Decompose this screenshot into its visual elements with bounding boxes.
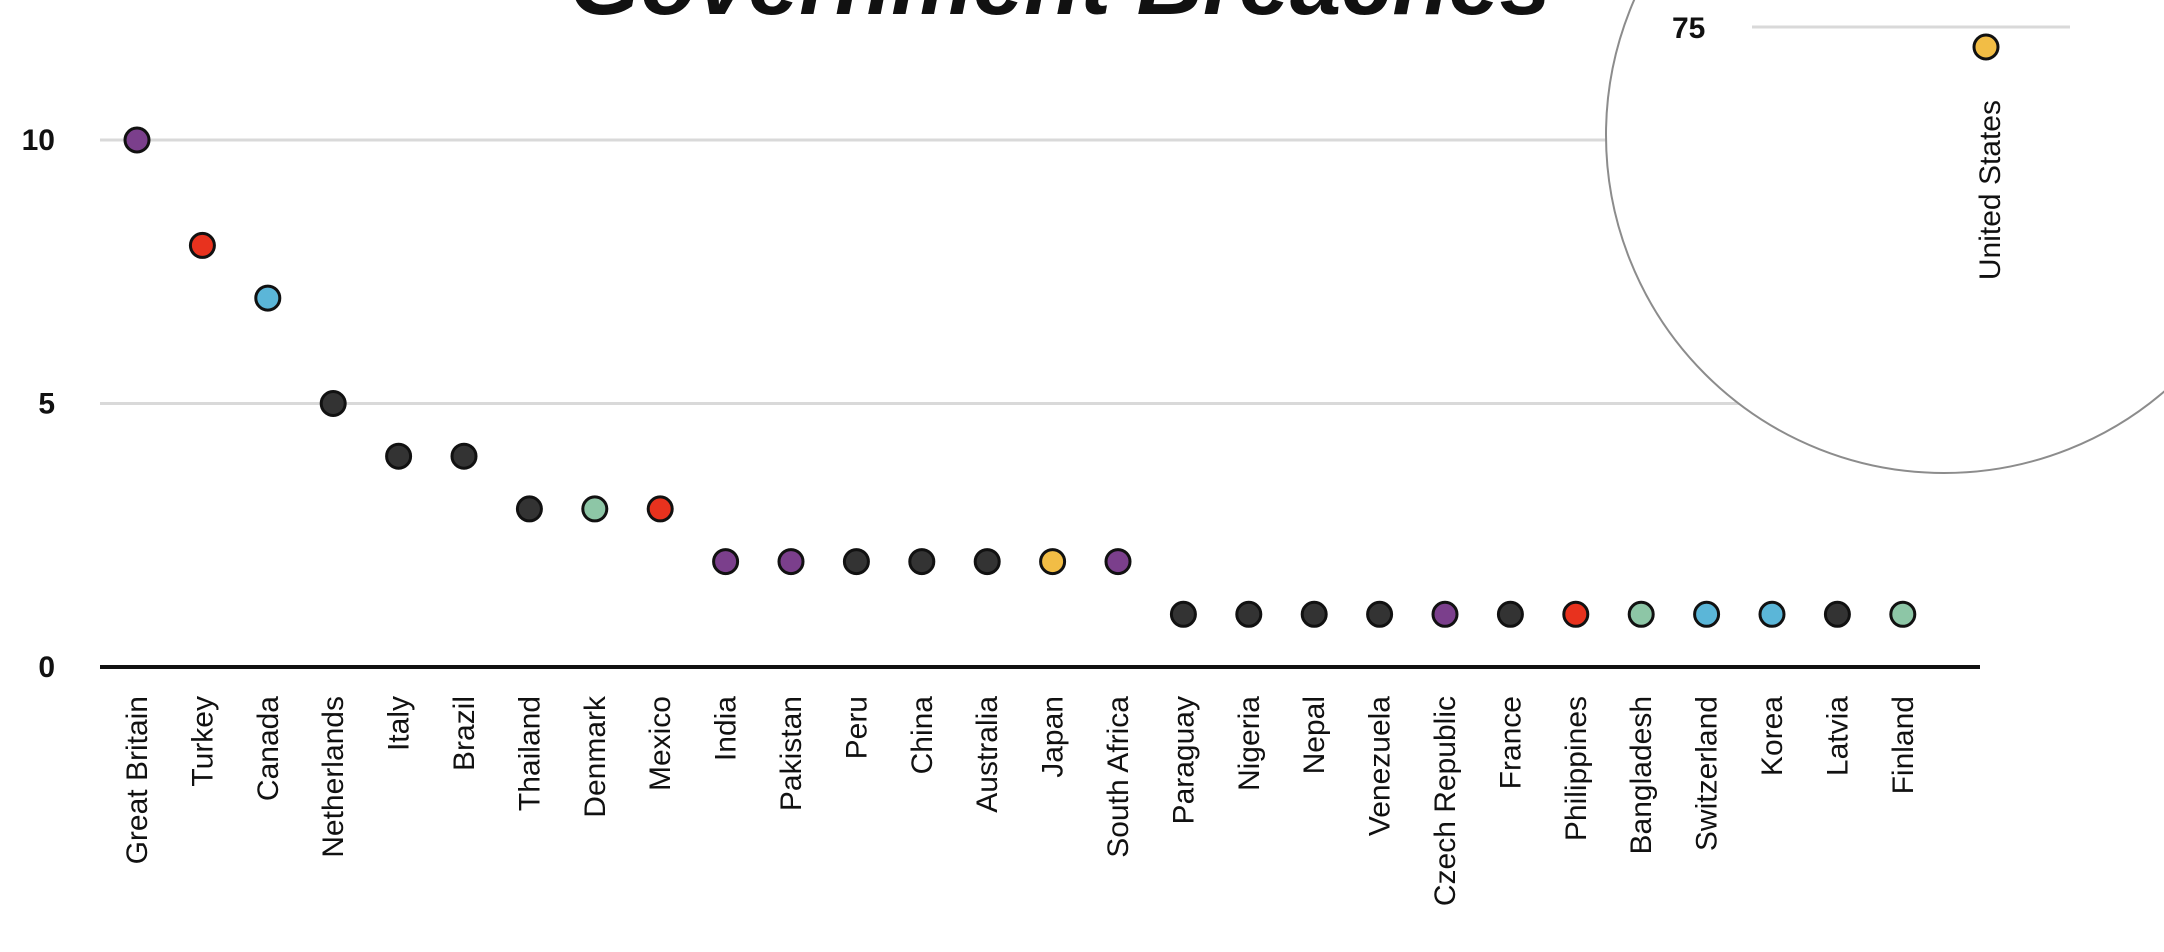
data-point — [1627, 600, 1655, 628]
data-point — [842, 548, 870, 576]
x-tick-label: South Africa — [1102, 696, 1135, 858]
x-tick-label: Japan — [1037, 696, 1070, 778]
data-point — [581, 495, 609, 523]
data-point — [319, 390, 347, 417]
x-tick-label: Peru — [840, 696, 873, 759]
y-tick-label-5: 5 — [38, 388, 55, 421]
data-point — [1889, 600, 1917, 628]
x-tick-label: Brazil — [448, 696, 481, 771]
x-tick-label: Switzerland — [1691, 696, 1724, 851]
x-tick-label: Czech Republic — [1429, 696, 1462, 906]
inset-zoom-circle — [1605, 0, 2164, 474]
data-points — [123, 126, 1917, 628]
x-tick-label: Canada — [252, 696, 285, 801]
chart-title: Government Breaches — [569, 0, 1551, 34]
data-point — [123, 126, 151, 154]
inset-data-point — [1972, 33, 2000, 61]
x-axis-labels: Great Britain Turkey Canada Netherlands Ital… — [121, 695, 1920, 906]
x-tick-label: France — [1494, 696, 1527, 789]
x-tick-label: Australia — [971, 696, 1004, 813]
x-tick-label: Mexico — [644, 696, 677, 791]
data-point — [254, 284, 282, 312]
data-point — [1562, 600, 1590, 628]
data-point — [1366, 600, 1394, 628]
x-tick-label: Pakistan — [775, 696, 808, 811]
data-point — [777, 548, 805, 576]
x-tick-label: Italy — [383, 696, 416, 751]
data-point — [1104, 548, 1132, 576]
data-point — [1693, 600, 1721, 628]
x-tick-label: Denmark — [579, 695, 612, 818]
inset-zoom: 75 United States — [1605, 0, 2164, 474]
data-point — [188, 231, 216, 259]
data-point — [646, 495, 674, 523]
data-point — [908, 548, 936, 576]
y-axis-ticks: 0 5 10 — [22, 124, 55, 684]
data-point — [1300, 600, 1328, 628]
x-tick-label: Bangladesh — [1625, 696, 1658, 854]
x-tick-label: Nepal — [1298, 696, 1331, 774]
x-tick-label: Turkey — [186, 696, 219, 787]
data-point — [1169, 600, 1197, 628]
data-point — [1235, 600, 1263, 628]
x-tick-label: Korea — [1756, 696, 1789, 776]
x-tick-label: Nigeria — [1233, 696, 1266, 791]
y-tick-label-0: 0 — [38, 651, 55, 684]
y-tick-label-10: 10 — [22, 124, 55, 157]
inset-category-label: United States — [1974, 100, 2007, 280]
data-point — [1039, 548, 1067, 576]
data-point — [515, 495, 543, 523]
data-point — [973, 548, 1001, 576]
x-tick-label: Netherlands — [317, 696, 350, 858]
x-tick-label: China — [906, 696, 939, 775]
data-point — [1496, 600, 1524, 628]
x-tick-label: Philippines — [1560, 696, 1593, 841]
data-point — [385, 442, 413, 470]
data-point — [1823, 600, 1851, 628]
data-point — [450, 442, 478, 470]
x-tick-label: Finland — [1887, 696, 1920, 794]
x-tick-label: Latvia — [1821, 696, 1854, 776]
data-point — [1758, 600, 1786, 628]
x-tick-label: Paraguay — [1167, 696, 1200, 824]
x-tick-label: Thailand — [513, 696, 546, 811]
data-point — [712, 548, 740, 576]
data-point — [1431, 600, 1459, 628]
inset-y-tick-label: 75 — [1672, 12, 1705, 45]
x-tick-label: Venezuela — [1364, 696, 1397, 836]
x-tick-label: India — [710, 696, 743, 761]
x-tick-label: Great Britain — [121, 696, 154, 864]
